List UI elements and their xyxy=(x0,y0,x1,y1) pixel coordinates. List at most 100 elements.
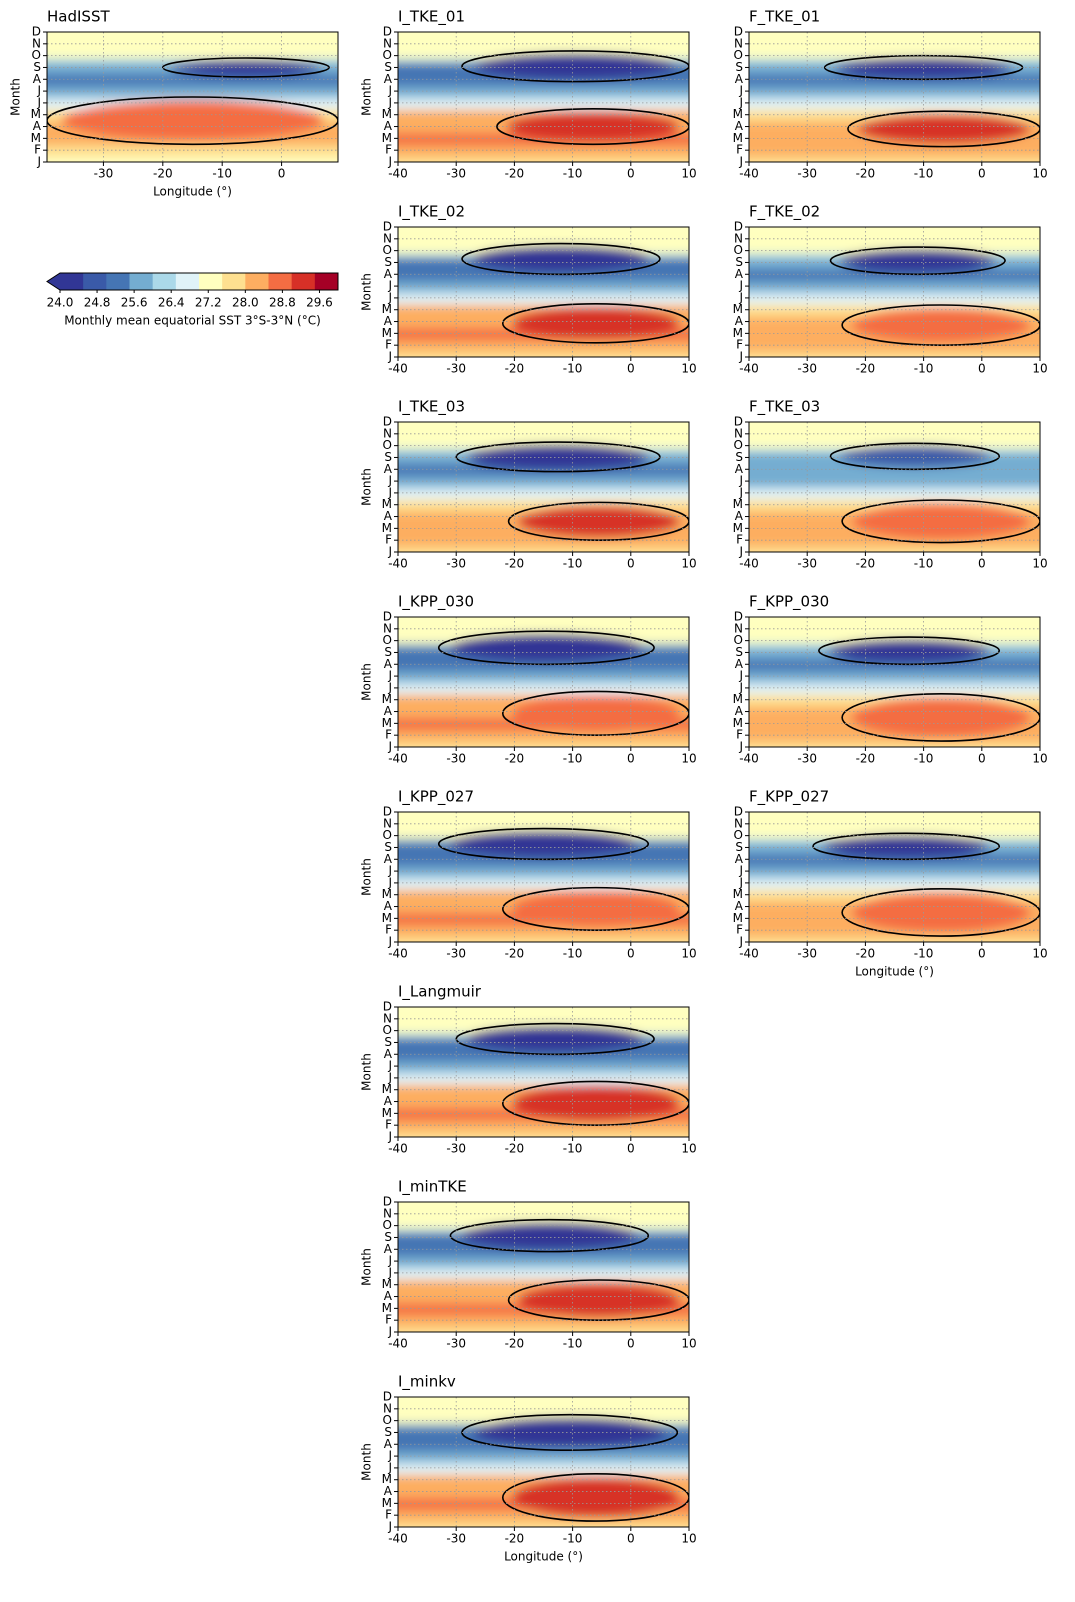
x-tick-label: -10 xyxy=(563,752,583,766)
y-tick-label: N xyxy=(383,231,392,245)
panel-title: F_KPP_027 xyxy=(749,788,829,807)
axes-frame xyxy=(748,616,1041,748)
colorbar-tick-label: 24.0 xyxy=(47,296,74,310)
x-tick-label: -20 xyxy=(505,167,525,181)
y-tick-label: M xyxy=(733,131,743,145)
x-tick-label: -20 xyxy=(505,1532,525,1546)
colorbar: 24.0 24.8 25.6 26.4 27.2 28.0 28.8 29.6 Monthly … xyxy=(46,272,339,328)
contour-core xyxy=(852,697,1031,738)
y-tick-label: N xyxy=(383,1401,392,1415)
x-tick-label: -20 xyxy=(505,557,525,571)
x-tick-label: -20 xyxy=(856,947,876,961)
y-tick-label: D xyxy=(383,415,392,429)
x-tick-label: -10 xyxy=(563,557,583,571)
x-tick-label: -30 xyxy=(797,557,817,571)
y-tick-label: J xyxy=(387,545,392,559)
y-tick-label: M xyxy=(733,302,743,316)
x-tick-label: -40 xyxy=(388,557,408,571)
y-tick-label: J xyxy=(387,350,392,364)
x-tick-label: -10 xyxy=(563,1532,583,1546)
axes-frame xyxy=(397,226,690,358)
contour-line xyxy=(47,96,338,146)
y-tick-label: D xyxy=(383,805,392,819)
colorbar-swatch xyxy=(199,273,223,290)
x-tick-label: -40 xyxy=(388,1142,408,1156)
y-tick-label: M xyxy=(31,131,41,145)
contour-core xyxy=(171,59,321,76)
y-tick-label: N xyxy=(383,1011,392,1025)
y-tick-label: J xyxy=(738,474,743,488)
y-tick-label: D xyxy=(734,25,743,39)
colorbar-tick-label: 26.4 xyxy=(158,296,185,310)
contour-core xyxy=(472,1417,667,1448)
field-blur xyxy=(749,812,1040,942)
x-tick-label: -10 xyxy=(914,947,934,961)
y-tick-label: M xyxy=(382,1496,392,1510)
contour-core xyxy=(506,111,680,142)
y-tick-label: A xyxy=(735,509,744,523)
y-tick-label: M xyxy=(382,1277,392,1291)
field xyxy=(398,32,689,162)
contour-core xyxy=(471,245,651,272)
field xyxy=(398,812,689,942)
x-tick-label: -40 xyxy=(388,1337,408,1351)
y-axis-label: Month xyxy=(9,78,23,116)
x-axis-label: Longitude (°) xyxy=(153,185,232,199)
y-tick-label: O xyxy=(383,1023,392,1037)
y-tick-label: O xyxy=(734,48,743,62)
colorbar-swatch xyxy=(60,273,84,290)
y-tick-label: A xyxy=(735,657,744,671)
y-tick-label: A xyxy=(735,72,744,86)
x-tick-label: -10 xyxy=(563,362,583,376)
y-tick-label: J xyxy=(738,155,743,169)
x-tick-label: 10 xyxy=(681,1337,696,1351)
field-blur xyxy=(398,422,689,552)
y-tick-label: M xyxy=(382,716,392,730)
y-tick-label: J xyxy=(387,290,392,304)
y-tick-label: N xyxy=(383,426,392,440)
axes-frame xyxy=(748,811,1041,943)
x-tick-label: -20 xyxy=(856,167,876,181)
contour-line xyxy=(162,57,330,78)
contour-line xyxy=(841,693,1040,742)
panel-title: I_minkv xyxy=(398,1373,456,1392)
y-tick-label: O xyxy=(734,438,743,452)
y-tick-label: J xyxy=(738,669,743,683)
contour-core xyxy=(822,835,990,858)
y-tick-label: A xyxy=(384,72,393,86)
y-tick-label: A xyxy=(384,657,393,671)
axes-frame xyxy=(748,226,1041,358)
x-tick-label: -40 xyxy=(739,557,759,571)
field xyxy=(398,617,689,747)
x-tick-label: 10 xyxy=(681,752,696,766)
x-tick-label: -30 xyxy=(446,1142,466,1156)
y-tick-label: M xyxy=(382,692,392,706)
y-axis-label: Month xyxy=(360,273,374,311)
y-tick-label: F xyxy=(736,728,743,742)
y-tick-label: D xyxy=(734,805,743,819)
y-tick-label: S xyxy=(384,60,392,74)
y-tick-label: D xyxy=(383,1195,392,1209)
x-tick-label: -30 xyxy=(797,167,817,181)
y-tick-label: J xyxy=(387,1449,392,1463)
x-tick-label: -30 xyxy=(446,1532,466,1546)
y-tick-label: O xyxy=(383,633,392,647)
y-tick-label: N xyxy=(383,1206,392,1220)
x-tick-label: -10 xyxy=(914,752,934,766)
y-tick-label: A xyxy=(33,119,42,133)
y-tick-label: A xyxy=(384,1484,393,1498)
x-tick-label: -40 xyxy=(388,947,408,961)
y-tick-label: J xyxy=(738,485,743,499)
y-tick-label: D xyxy=(383,1000,392,1014)
y-tick-label: A xyxy=(384,899,393,913)
x-tick-label: 10 xyxy=(681,1142,696,1156)
contour-line xyxy=(841,888,1040,937)
axes-frame xyxy=(397,811,690,943)
month-band xyxy=(398,422,689,449)
y-tick-label: A xyxy=(735,852,744,866)
